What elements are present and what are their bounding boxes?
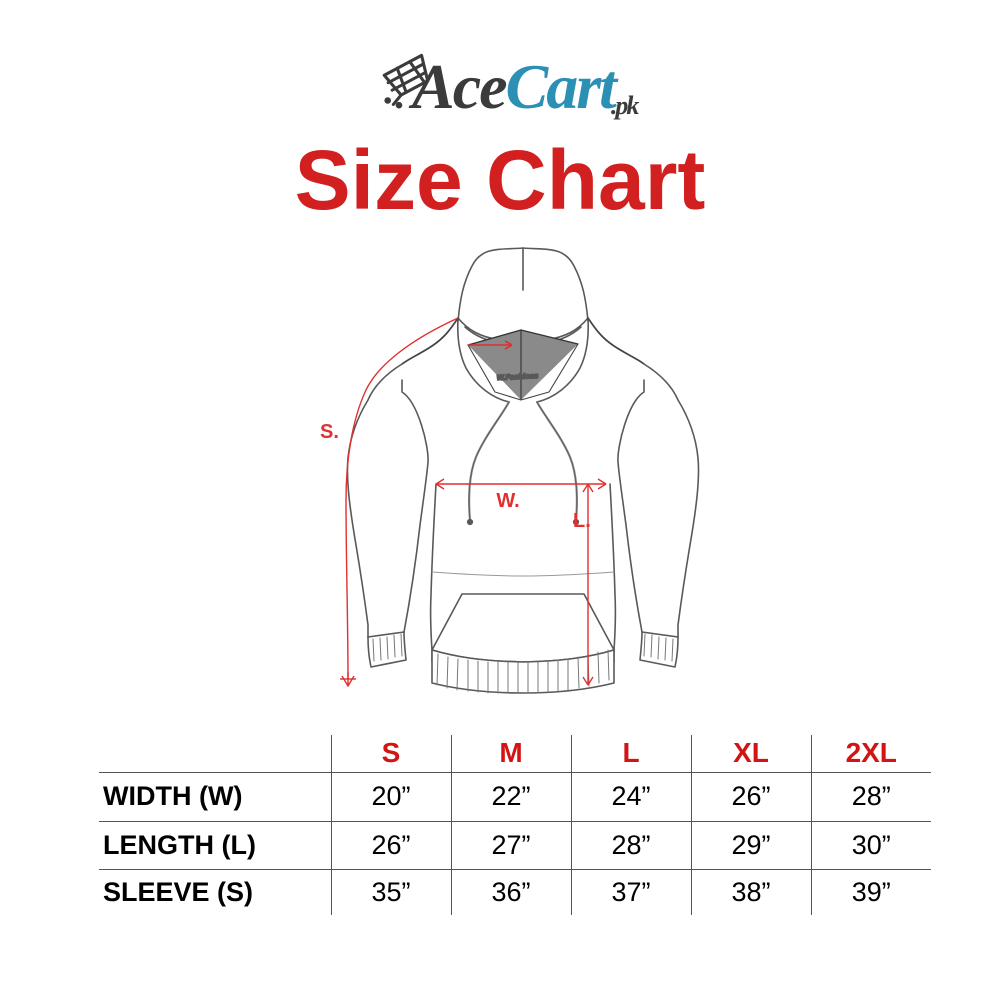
svg-text:L.: L. — [573, 510, 591, 532]
svg-text:W.: W. — [496, 490, 519, 512]
svg-text:S.: S. — [320, 421, 339, 443]
